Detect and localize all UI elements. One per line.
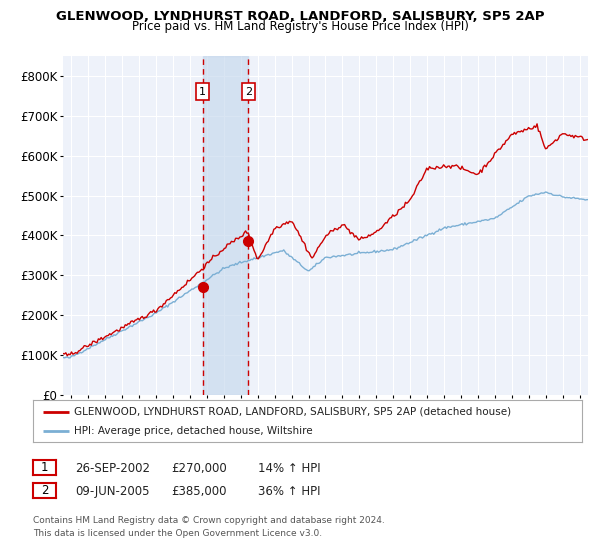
Text: £385,000: £385,000 bbox=[171, 484, 227, 498]
Text: HPI: Average price, detached house, Wiltshire: HPI: Average price, detached house, Wilt… bbox=[74, 426, 313, 436]
Text: 26-SEP-2002: 26-SEP-2002 bbox=[75, 461, 150, 475]
Text: Price paid vs. HM Land Registry's House Price Index (HPI): Price paid vs. HM Land Registry's House … bbox=[131, 20, 469, 33]
Text: GLENWOOD, LYNDHURST ROAD, LANDFORD, SALISBURY, SP5 2AP: GLENWOOD, LYNDHURST ROAD, LANDFORD, SALI… bbox=[56, 10, 544, 23]
Text: 1: 1 bbox=[199, 87, 206, 96]
Text: Contains HM Land Registry data © Crown copyright and database right 2024.
This d: Contains HM Land Registry data © Crown c… bbox=[33, 516, 385, 538]
Text: 14% ↑ HPI: 14% ↑ HPI bbox=[258, 461, 320, 475]
Bar bbox=[203, 56, 248, 395]
Text: GLENWOOD, LYNDHURST ROAD, LANDFORD, SALISBURY, SP5 2AP (detached house): GLENWOOD, LYNDHURST ROAD, LANDFORD, SALI… bbox=[74, 407, 511, 417]
Text: 36% ↑ HPI: 36% ↑ HPI bbox=[258, 484, 320, 498]
Text: 1: 1 bbox=[41, 461, 48, 474]
Text: £270,000: £270,000 bbox=[171, 461, 227, 475]
Text: 09-JUN-2005: 09-JUN-2005 bbox=[75, 484, 149, 498]
Text: 2: 2 bbox=[245, 87, 252, 96]
Text: 2: 2 bbox=[41, 484, 48, 497]
